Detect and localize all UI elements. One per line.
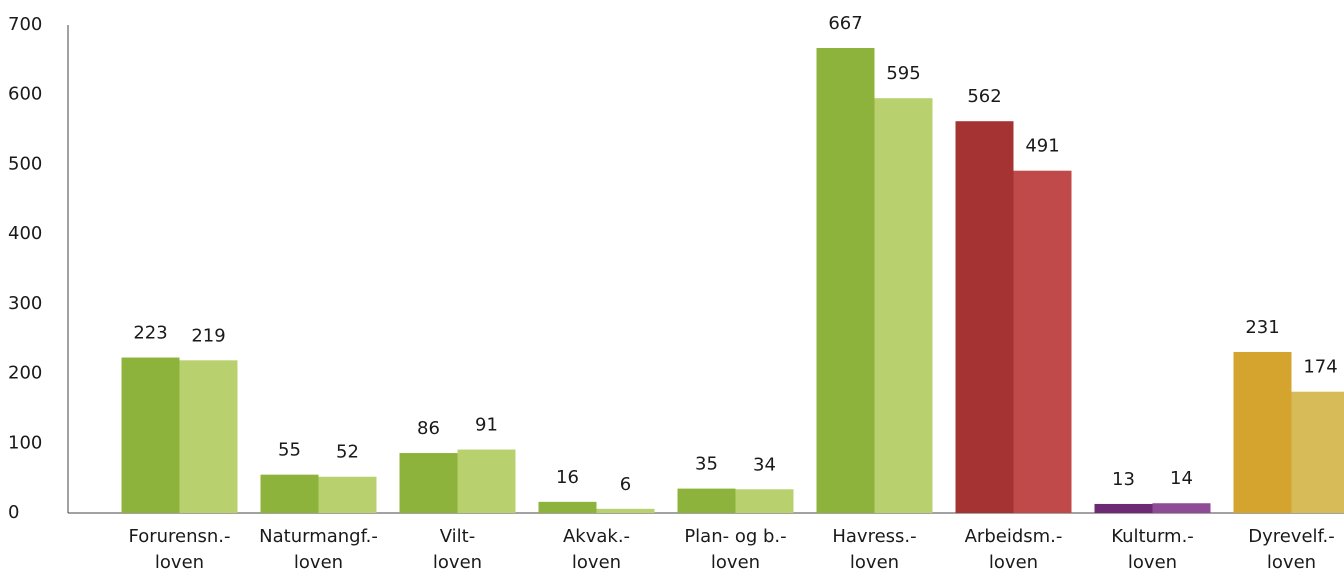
- x-tick-label: Vilt-: [440, 526, 475, 547]
- bar: [121, 357, 180, 513]
- value-label: 52: [336, 442, 359, 463]
- bar: [538, 501, 597, 513]
- value-label: 86: [417, 418, 440, 439]
- value-label: 55: [278, 440, 301, 461]
- x-tick-label: Arbeidsm.-: [965, 526, 1063, 547]
- y-tick-label: 500: [8, 153, 42, 174]
- value-label: 6: [620, 474, 631, 495]
- bar: [677, 488, 736, 513]
- value-label: 91: [475, 415, 498, 436]
- value-label: 491: [1025, 136, 1059, 157]
- value-label: 34: [753, 454, 776, 475]
- bar: [596, 508, 655, 513]
- x-tick-label: Forurensn.-: [128, 526, 230, 547]
- value-label: 562: [967, 86, 1001, 107]
- bar: [318, 476, 377, 513]
- value-label: 667: [828, 13, 862, 34]
- bar: [457, 449, 516, 513]
- value-label: 13: [1112, 469, 1135, 490]
- value-label: 223: [133, 323, 167, 344]
- y-tick-label: 200: [8, 363, 42, 384]
- bar: [1094, 503, 1153, 513]
- value-label: 219: [191, 325, 225, 346]
- bar: [735, 489, 794, 513]
- bar: [1291, 391, 1344, 513]
- x-tick-label: loven: [1128, 552, 1177, 573]
- bar: [874, 98, 933, 513]
- x-tick-label: loven: [1267, 552, 1316, 573]
- y-tick-label: 400: [8, 223, 42, 244]
- bar: [1013, 170, 1072, 513]
- bar: [955, 121, 1014, 513]
- value-label: 35: [695, 454, 718, 475]
- x-tick-label: loven: [433, 552, 482, 573]
- value-label: 14: [1170, 468, 1193, 489]
- value-label: 16: [556, 467, 579, 488]
- x-tick-label: Dyrevelf.-: [1248, 526, 1335, 547]
- x-tick-label: loven: [850, 552, 899, 573]
- y-tick-label: 0: [8, 502, 19, 523]
- value-label: 595: [886, 63, 920, 84]
- x-tick-label: Kulturm.-: [1111, 526, 1194, 547]
- x-tick-label: loven: [711, 552, 760, 573]
- value-label: 231: [1245, 317, 1279, 338]
- value-label: 174: [1303, 357, 1337, 378]
- x-tick-label: Plan- og b.-: [684, 526, 786, 547]
- bar: [179, 360, 238, 513]
- x-tick-label: loven: [572, 552, 621, 573]
- x-tick-label: loven: [989, 552, 1038, 573]
- x-tick-label: Naturmangf.-: [259, 526, 378, 547]
- bar: [1233, 351, 1292, 513]
- x-tick-label: Akvak.-: [563, 526, 630, 547]
- bar: [260, 474, 319, 513]
- y-tick-label: 300: [8, 293, 42, 314]
- bar: [399, 453, 458, 513]
- y-tick-label: 600: [8, 84, 42, 105]
- x-tick-label: Havress.-: [832, 526, 916, 547]
- x-tick-label: loven: [294, 552, 343, 573]
- x-tick-label: loven: [155, 552, 204, 573]
- y-tick-label: 100: [8, 432, 42, 453]
- y-tick-label: 700: [8, 14, 42, 35]
- bar: [816, 48, 875, 514]
- bar: [1152, 503, 1211, 513]
